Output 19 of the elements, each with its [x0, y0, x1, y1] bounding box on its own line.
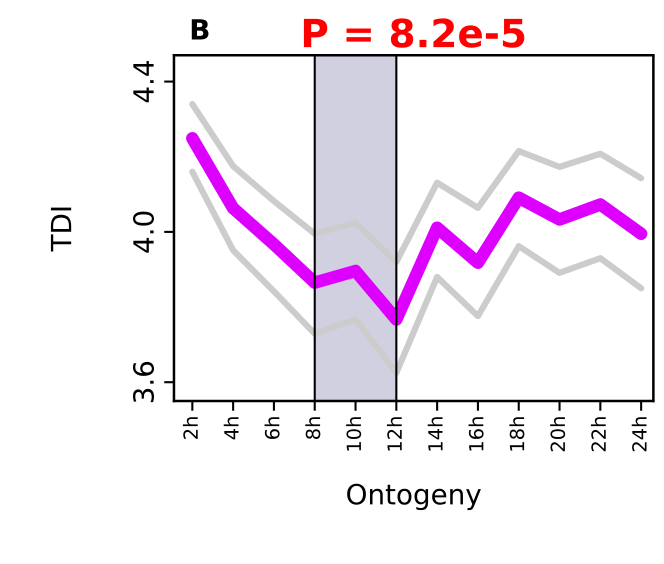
- x-tick-label: 18h: [509, 417, 524, 451]
- y-axis-title: TDI: [50, 208, 72, 252]
- x-tick-label: 10h: [346, 417, 362, 451]
- y-tick-label: 4.0: [132, 212, 154, 253]
- y-tick-label: 4.4: [133, 61, 154, 102]
- x-tick-label: 24h: [632, 417, 646, 452]
- y-tick-label: 3.6: [132, 362, 154, 402]
- x-tick-label: 22h: [590, 417, 606, 452]
- x-tick-label: 2h: [182, 417, 198, 439]
- chart-title: P = 8.2e-5: [304, 18, 524, 48]
- x-tick-label: 6h: [264, 417, 280, 439]
- x-axis-title: Ontogeny: [347, 484, 481, 510]
- x-tick-label: 12h: [386, 417, 402, 451]
- x-tick-label: 14h: [428, 417, 442, 451]
- x-tick-label: 20h: [550, 417, 566, 452]
- x-tick-label: 16h: [468, 417, 484, 451]
- x-tick-label: 4h: [224, 417, 238, 440]
- text: B: [192, 19, 208, 40]
- x-tick-label: 8h: [305, 417, 320, 439]
